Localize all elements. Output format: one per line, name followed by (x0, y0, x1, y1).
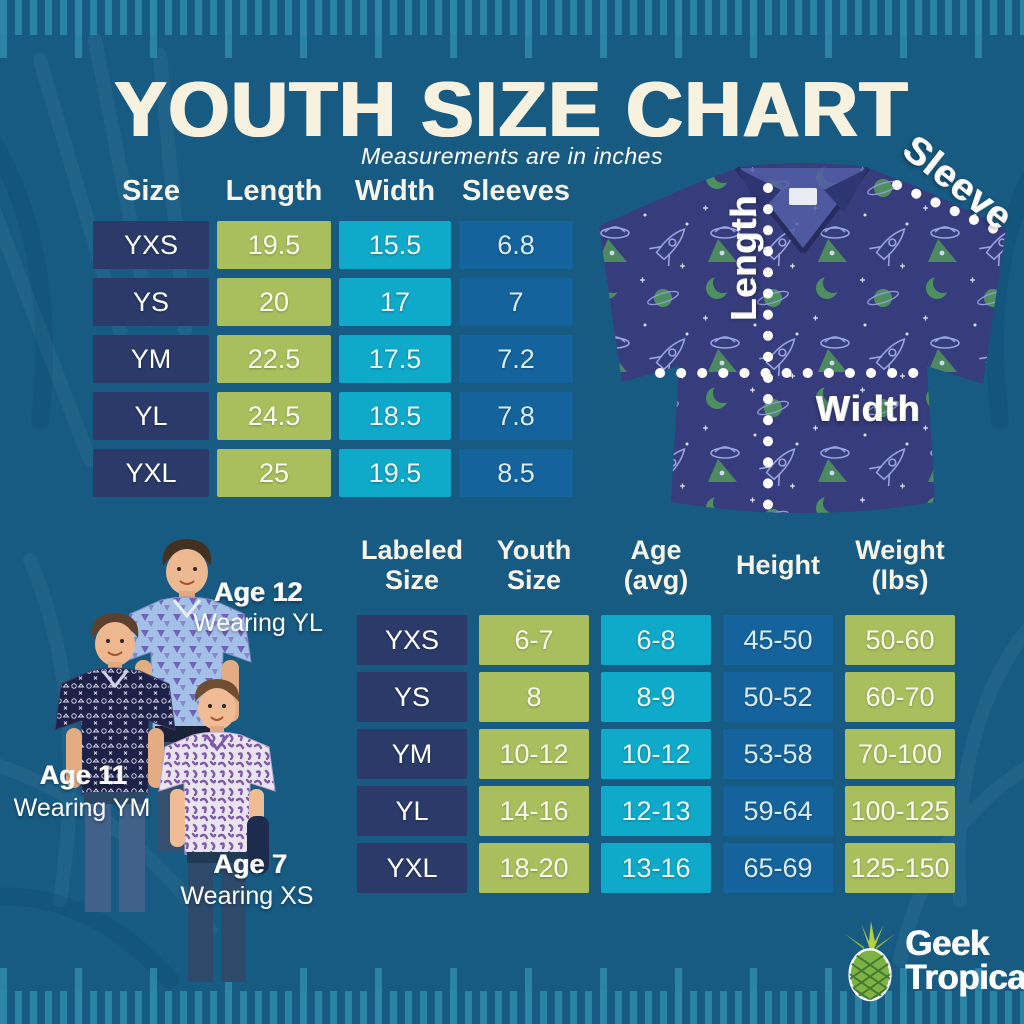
height-cell: 45-50 (723, 615, 833, 665)
column-header: Weight (lbs) (855, 534, 945, 595)
youth-size-cell: 18-20 (479, 843, 589, 893)
shirt-diagram (599, 163, 1008, 517)
brand-name-line1: Geek (905, 924, 989, 963)
model-age-label: Age 11 (39, 760, 127, 790)
column-header: Age (avg) (623, 534, 689, 595)
brand-logo: Geek Tropical (835, 918, 1024, 1006)
sleeve-cell: 7.8 (459, 392, 573, 440)
labeled-size-cell: YS (357, 672, 467, 722)
age-cell: 10-12 (601, 729, 711, 779)
weight-cell: 60-70 (845, 672, 955, 722)
column-header: Size (121, 174, 181, 207)
width-cell: 18.5 (339, 392, 451, 440)
width-cell: 17 (339, 278, 451, 326)
page-title: YOUTH SIZE CHART (114, 65, 910, 153)
height-cell: 59-64 (723, 786, 833, 836)
age-cell: 6-8 (601, 615, 711, 665)
youth-size-cell: 14-16 (479, 786, 589, 836)
weight-cell: 125-150 (845, 843, 955, 893)
youth-size-cell: 8 (479, 672, 589, 722)
brand-name-line2: Tropical (905, 958, 1024, 997)
boy-age-11 (54, 613, 176, 912)
sleeve-cell: 6.8 (459, 221, 573, 269)
model-wearing-label: Wearing YM (13, 794, 151, 822)
size-cell: YXL (93, 449, 209, 497)
shirt-body (599, 163, 1006, 513)
weight-cell: 70-100 (845, 729, 955, 779)
size-cell: YXS (93, 221, 209, 269)
kid-models-photo (54, 539, 276, 982)
length-cell: 24.5 (217, 392, 331, 440)
height-cell: 50-52 (723, 672, 833, 722)
size-measurements-table: Size Length Width Sleeves YXS 19.5 15.5 … (93, 170, 573, 497)
size-cell: YM (93, 335, 209, 383)
model-wearing-label: Wearing XS (180, 882, 314, 910)
size-cell: YS (93, 278, 209, 326)
model-age-label: Age 7 (213, 849, 287, 879)
page-subtitle: Measurements are in inches (361, 143, 663, 169)
fit-guide-table: Labeled Size Youth Size Age (avg) Height… (357, 522, 955, 893)
length-cell: 20 (217, 278, 331, 326)
sleeve-cell: 7.2 (459, 335, 573, 383)
boy-age-7 (158, 679, 276, 982)
column-header: Labeled Size (360, 534, 464, 595)
labeled-size-cell: YM (357, 729, 467, 779)
width-cell: 15.5 (339, 221, 451, 269)
length-measure-label: Length (723, 195, 764, 321)
ruler-ticks-top-major (0, 0, 1024, 58)
sleeve-cell: 8.5 (459, 449, 573, 497)
length-cell: 22.5 (217, 335, 331, 383)
labeled-size-cell: YXS (357, 615, 467, 665)
age-cell: 12-13 (601, 786, 711, 836)
column-header: Height (736, 549, 820, 580)
age-cell: 13-16 (601, 843, 711, 893)
sleeve-cell: 7 (459, 278, 573, 326)
age-cell: 8-9 (601, 672, 711, 722)
youth-size-cell: 10-12 (479, 729, 589, 779)
height-cell: 53-58 (723, 729, 833, 779)
width-cell: 17.5 (339, 335, 451, 383)
weight-cell: 50-60 (845, 615, 955, 665)
column-header: Length (225, 174, 323, 207)
labeled-size-cell: YXL (357, 843, 467, 893)
height-cell: 65-69 (723, 843, 833, 893)
model-wearing-label: Wearing YL (193, 609, 323, 637)
youth-size-cell: 6-7 (479, 615, 589, 665)
pineapple-icon (844, 921, 896, 1002)
width-measure-label: Width (815, 388, 921, 429)
weight-cell: 100-125 (845, 786, 955, 836)
model-age-label: Age 12 (213, 577, 303, 607)
length-cell: 19.5 (217, 221, 331, 269)
length-cell: 25 (217, 449, 331, 497)
size-cell: YL (93, 392, 209, 440)
column-header: Sleeves (461, 174, 571, 207)
labeled-size-cell: YL (357, 786, 467, 836)
column-header: Youth Size (496, 534, 572, 595)
width-cell: 19.5 (339, 449, 451, 497)
ruler-ticks-top (0, 0, 1024, 35)
column-header: Width (354, 174, 436, 207)
